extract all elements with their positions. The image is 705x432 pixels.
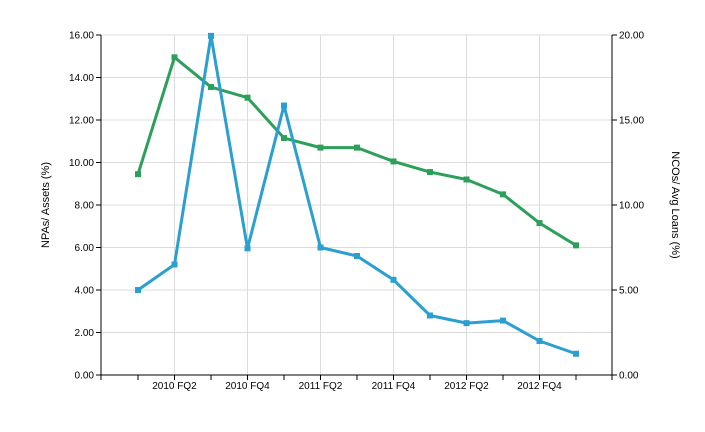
series-1-point (536, 220, 543, 227)
series-1-point (244, 94, 251, 101)
series-1-point (281, 135, 287, 142)
series-2-point (135, 287, 141, 293)
series-2-point (573, 350, 579, 357)
series-1-point (573, 242, 579, 249)
series-2-point (427, 312, 433, 319)
series-2-point (500, 317, 506, 324)
x-tick-label: 2012 FQ4 (517, 381, 562, 392)
x-tick-label: 2012 FQ2 (444, 381, 489, 392)
x-tick-label: 2011 FQ2 (299, 381, 343, 392)
x-tick-label: 2011 FQ4 (372, 381, 416, 392)
series-2-point (536, 338, 543, 344)
y-left-axis-title: NPAs/ Assets (%) (40, 162, 52, 248)
x-tick-label: 2010 FQ2 (152, 381, 197, 392)
series-1-point (500, 191, 506, 198)
series-2-point (208, 32, 214, 39)
series-2-point (281, 102, 287, 109)
y-left-tick-label: 14.00 (69, 73, 94, 84)
y-right-axis-title: NCOs/ Avg Loans (%) (669, 151, 681, 258)
x-tick-label: 2010 FQ4 (225, 381, 270, 392)
y-right-tick-label: 5.00 (619, 286, 639, 297)
series-2-point (463, 320, 470, 327)
series-2-point (317, 244, 324, 251)
series-1-point (354, 144, 360, 151)
series-1-point (317, 144, 324, 151)
y-left-tick-label: 16.00 (69, 31, 94, 42)
y-right-tick-label: 10.00 (619, 201, 644, 212)
series-1-point (208, 84, 214, 91)
series-2-point (354, 253, 360, 259)
series-line-2 (137, 34, 577, 356)
y-left-tick-label: 0.00 (75, 371, 95, 382)
y-left-tick-label: 6.00 (75, 243, 95, 254)
series-2-point (171, 261, 178, 268)
y-left-tick-label: 4.00 (75, 286, 95, 297)
y-right-tick-label: 20.00 (619, 31, 644, 42)
y-left-tick-label: 2.00 (75, 328, 95, 339)
series-1-point (135, 171, 141, 178)
y-left-tick-label: 10.00 (69, 158, 94, 169)
series-1-point (463, 176, 470, 183)
series-1-point (390, 158, 397, 165)
series-2-point (244, 245, 251, 252)
y-left-tick-label: 12.00 (69, 116, 94, 127)
y-left-tick-label: 8.00 (75, 201, 95, 212)
y-right-tick-label: 0.00 (619, 371, 639, 382)
y-right-tick-label: 15.00 (619, 116, 644, 127)
series-2-point (390, 276, 397, 283)
series-1-point (171, 54, 178, 61)
series-1-point (427, 169, 433, 176)
